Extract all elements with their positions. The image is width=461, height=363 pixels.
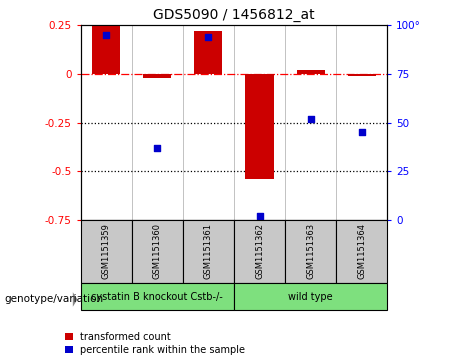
Bar (183, 220, 234, 283)
Text: GSM1151363: GSM1151363 (306, 223, 315, 280)
Point (154, 145, 161, 151)
Bar (81, 283, 234, 310)
Legend: transformed count, percentile rank within the sample: transformed count, percentile rank withi… (65, 331, 245, 355)
Text: wild type: wild type (288, 292, 333, 302)
Bar (336, 220, 387, 283)
Point (307, 116, 314, 122)
Text: GSM1151359: GSM1151359 (102, 224, 111, 279)
Point (358, 129, 366, 135)
Text: GSM1151360: GSM1151360 (153, 223, 162, 280)
Title: GDS5090 / 1456812_at: GDS5090 / 1456812_at (153, 8, 315, 22)
Point (205, 34, 212, 40)
Bar (143, 74, 171, 78)
Text: GSM1151362: GSM1151362 (255, 223, 264, 280)
Bar (348, 74, 376, 76)
Point (256, 213, 263, 219)
Bar (195, 31, 223, 74)
Bar (296, 70, 325, 74)
Bar (285, 220, 336, 283)
Bar (81, 220, 132, 283)
Bar (132, 220, 183, 283)
Text: genotype/variation: genotype/variation (5, 294, 104, 305)
Bar (92, 25, 120, 74)
Point (102, 32, 110, 38)
Bar (245, 74, 273, 179)
Text: GSM1151361: GSM1151361 (204, 223, 213, 280)
Text: GSM1151364: GSM1151364 (357, 223, 366, 280)
Bar (234, 283, 387, 310)
Text: cystatin B knockout Cstb-/-: cystatin B knockout Cstb-/- (91, 292, 223, 302)
Polygon shape (73, 292, 77, 307)
Bar (234, 220, 285, 283)
